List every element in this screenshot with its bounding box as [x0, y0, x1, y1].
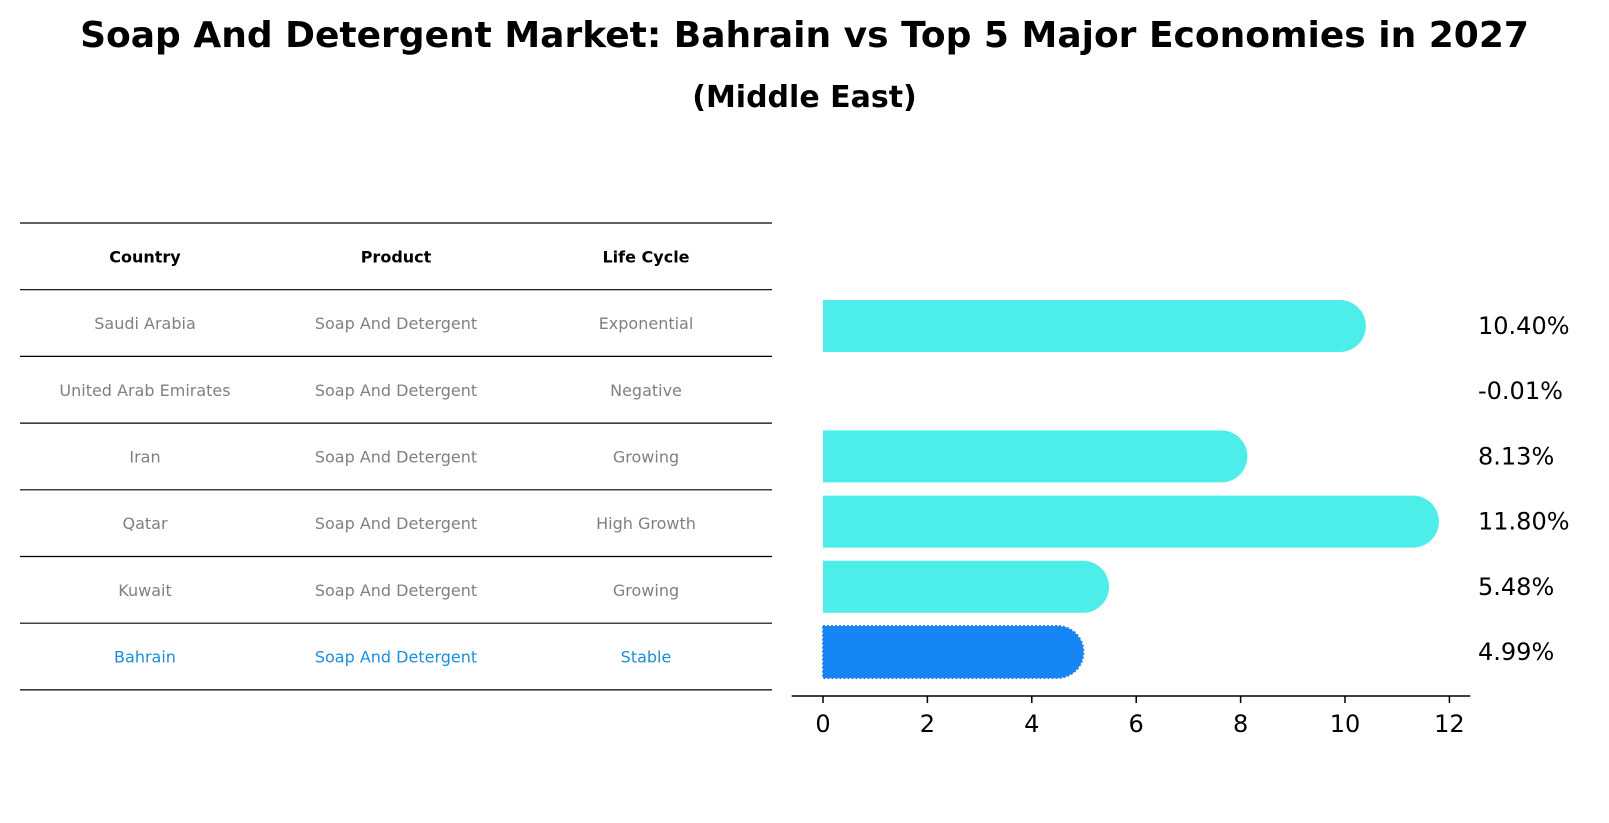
- table-cell: High Growth: [596, 514, 696, 533]
- bar-value-label: 8.13%: [1478, 442, 1554, 470]
- x-tick-label: 10: [1330, 710, 1361, 738]
- bar-value-label: 4.99%: [1478, 638, 1554, 666]
- table-cell: Bahrain: [114, 648, 176, 667]
- chart-title: Soap And Detergent Market: Bahrain vs To…: [80, 15, 1529, 56]
- table-cell: United Arab Emirates: [59, 381, 230, 400]
- table-header-cell: Product: [361, 247, 432, 266]
- table-cell: Exponential: [599, 314, 694, 333]
- table-cell: Growing: [613, 581, 679, 600]
- x-tick-label: 6: [1129, 710, 1144, 738]
- table-cell: Stable: [621, 648, 672, 667]
- table-cell: Iran: [129, 447, 160, 466]
- table-cell: Soap And Detergent: [315, 581, 477, 600]
- bar-value-label: -0.01%: [1478, 377, 1563, 405]
- bar-value-label: 11.80%: [1478, 508, 1570, 536]
- x-tick-label: 8: [1233, 710, 1248, 738]
- bar: [823, 560, 1110, 613]
- bar-chart: 0 2 4 6 8 10 12 10.40% -0.01% 8.13% 11.80% 5.48% 4.9…: [791, 300, 1570, 738]
- table-cell: Soap And Detergent: [315, 447, 477, 466]
- life-cycle-table: Country Product Life Cycle Saudi Arabia Soap…: [20, 222, 772, 691]
- table-cell: Soap And Detergent: [315, 314, 477, 333]
- bar-value-label: 10.40%: [1478, 312, 1570, 340]
- bar-value-label: 5.48%: [1478, 573, 1554, 601]
- table-cell: Kuwait: [118, 581, 171, 600]
- table-cell: Negative: [610, 381, 682, 400]
- x-tick-label: 2: [920, 710, 935, 738]
- bar: [823, 300, 1366, 352]
- x-tick-label: 12: [1434, 710, 1465, 738]
- table-cell: Soap And Detergent: [315, 648, 477, 667]
- bar: [823, 430, 1248, 483]
- table-header-cell: Life Cycle: [602, 247, 689, 266]
- table-cell: Qatar: [122, 514, 167, 533]
- table-cell: Growing: [613, 447, 679, 466]
- x-tick-label: 4: [1024, 710, 1039, 738]
- bar: [822, 625, 1085, 679]
- bar: [823, 495, 1439, 548]
- chart-subtitle: (Middle East): [692, 80, 917, 115]
- table-header-cell: Country: [109, 247, 181, 266]
- table-cell: Soap And Detergent: [315, 381, 477, 400]
- table-cell: Saudi Arabia: [94, 314, 196, 333]
- x-tick-label: 0: [815, 710, 830, 738]
- table-cell: Soap And Detergent: [315, 514, 477, 533]
